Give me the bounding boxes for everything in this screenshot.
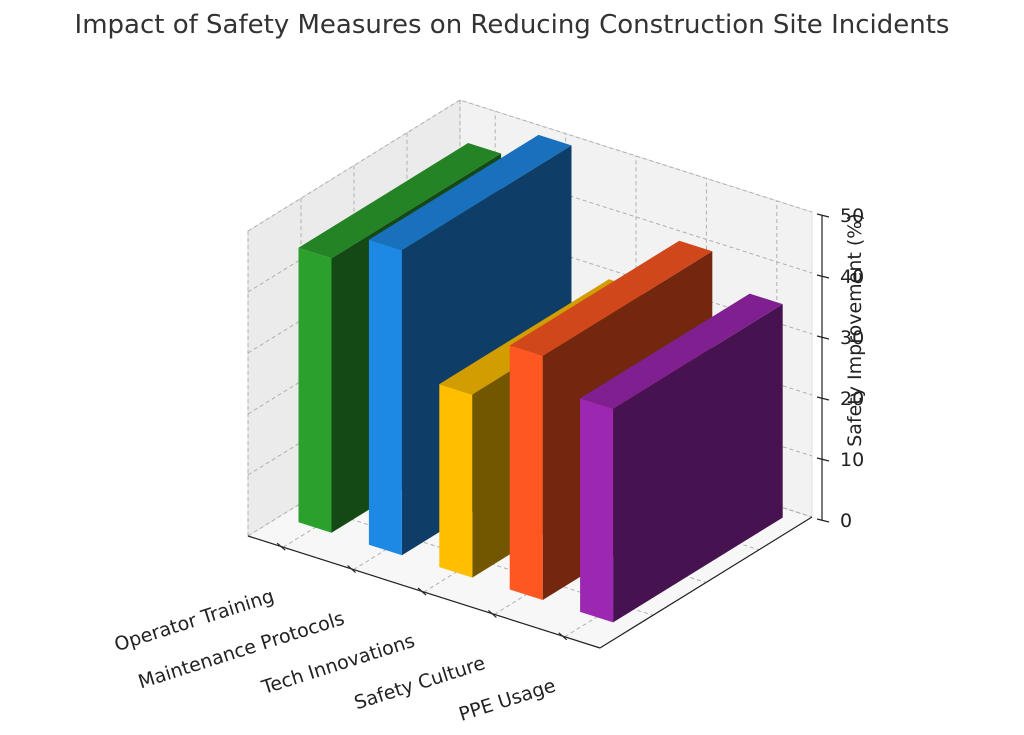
x-tick <box>558 632 568 641</box>
z-tick <box>816 274 830 279</box>
z-tick-label: 10 <box>840 449 864 471</box>
z-tick-label: 50 <box>840 205 864 227</box>
x-tick-label: PPE Usage <box>456 675 558 726</box>
bar-front <box>439 384 473 578</box>
x-tick <box>347 565 356 574</box>
z-tick-label: 40 <box>840 266 864 288</box>
z-tick-label: 20 <box>840 388 864 410</box>
z-tick <box>816 518 830 523</box>
bar-front <box>298 247 332 533</box>
x-tick <box>417 587 427 596</box>
bar-top <box>580 293 783 409</box>
bar-top <box>509 240 713 356</box>
bar-front <box>368 239 402 556</box>
chart-title: Impact of Safety Measures on Reducing Co… <box>74 10 950 40</box>
bar-top <box>298 143 502 259</box>
x-tick <box>276 542 286 551</box>
bar-top <box>368 134 572 251</box>
z-axis-label: Safety Improvement (%) <box>844 213 866 447</box>
z-tick-label: 30 <box>840 327 864 349</box>
z-tick-label: 0 <box>840 510 852 532</box>
z-tick <box>816 396 830 401</box>
z-tick <box>816 335 830 340</box>
bar-front <box>580 398 614 623</box>
z-tick <box>816 213 830 218</box>
bar-front <box>509 345 543 600</box>
bar-side <box>613 304 783 623</box>
x-axis-line <box>247 535 601 649</box>
bar <box>580 293 783 623</box>
z-tick <box>816 457 830 462</box>
x-tick <box>488 609 497 618</box>
y-axis-line <box>599 516 813 649</box>
